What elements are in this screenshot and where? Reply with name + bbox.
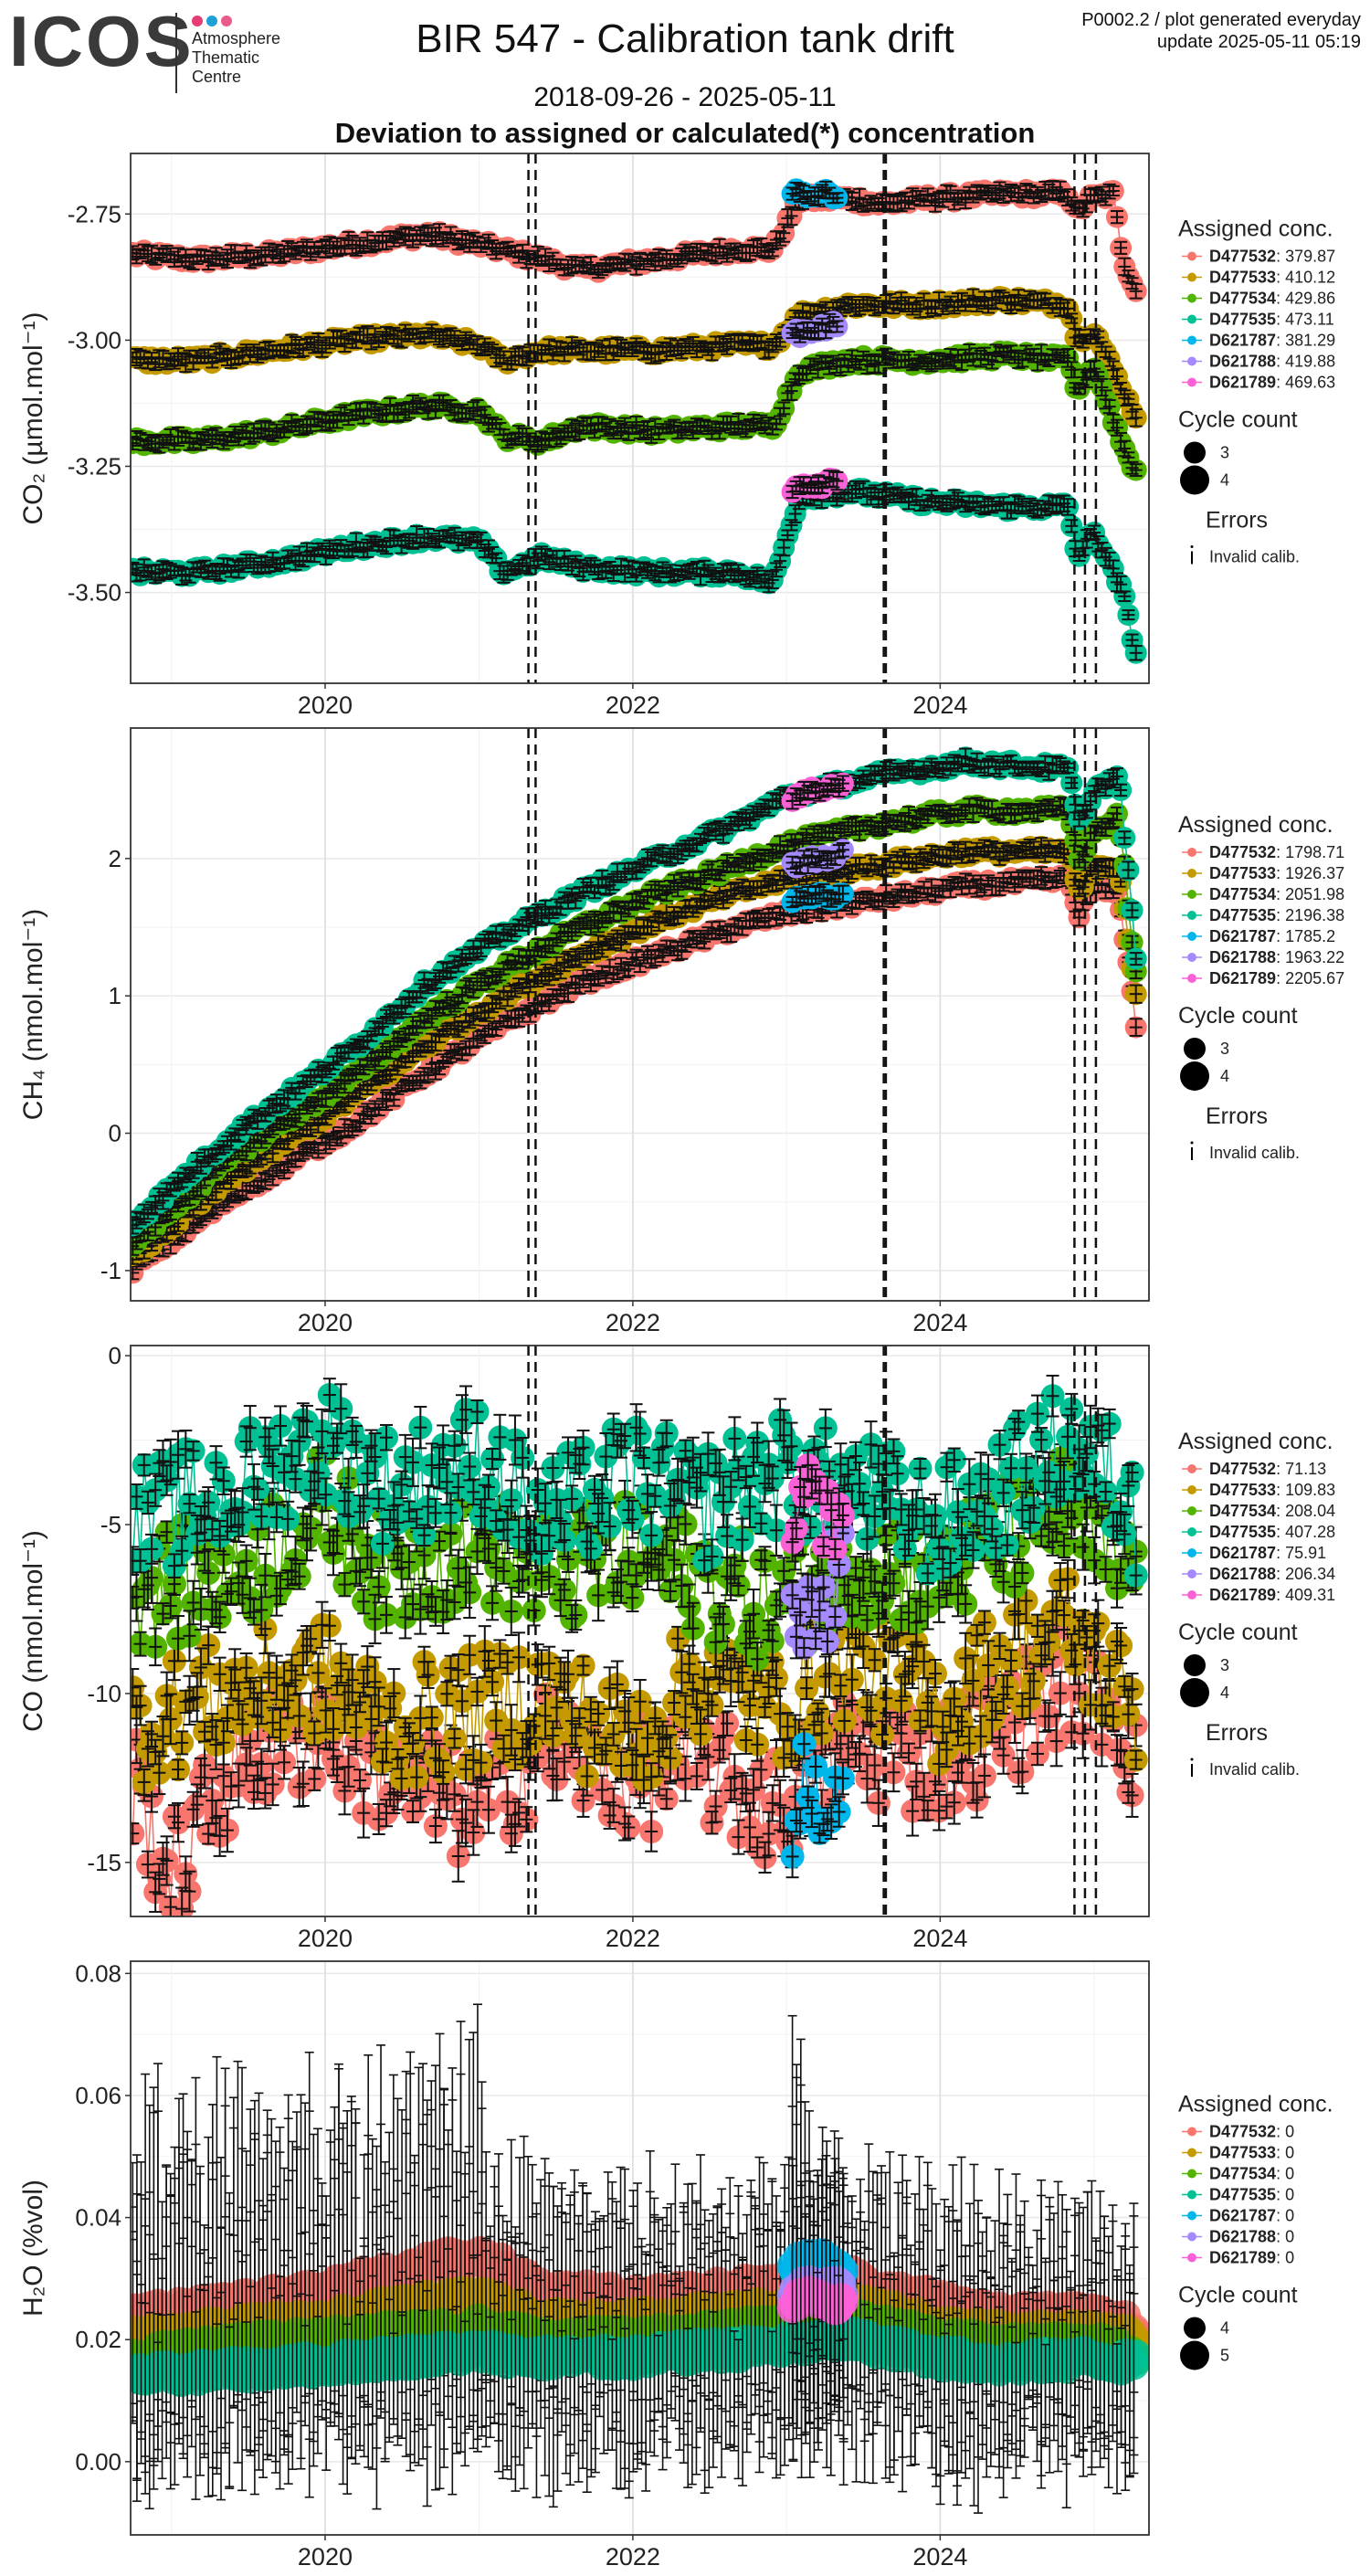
series-D477534 xyxy=(131,340,1147,481)
page-subtitle: Deviation to assigned or calculated(*) c… xyxy=(0,117,1370,150)
header: ICOS Atmosphere Thematic Centre BIR 547 … xyxy=(0,0,1370,155)
series-D477532 xyxy=(131,178,1147,302)
plot-meta: P0002.2 / plot generated everyday update… xyxy=(1081,9,1361,53)
logo-divider xyxy=(175,13,177,93)
x-tick-label: 2024 xyxy=(912,692,967,719)
y-tick-label: -3.50 xyxy=(68,579,121,607)
plot-area xyxy=(131,178,1147,664)
page-title: BIR 547 - Calibration tank drift xyxy=(0,16,1370,62)
date-range: 2018-09-26 - 2025-05-11 xyxy=(0,82,1370,113)
x-tick-label: 2022 xyxy=(606,692,660,719)
y-tick-label: -3.25 xyxy=(68,452,121,480)
logo-subtitle: Atmosphere Thematic Centre xyxy=(192,29,280,87)
series-D477535 xyxy=(131,478,1147,664)
icos-logo: ICOS xyxy=(9,5,195,77)
logo-dots-icon xyxy=(192,15,247,27)
y-tick-label: -2.75 xyxy=(68,200,121,227)
x-tick-label: 2020 xyxy=(298,692,353,719)
series-D477533 xyxy=(131,286,1147,429)
y-tick-label: -3.00 xyxy=(68,326,121,354)
